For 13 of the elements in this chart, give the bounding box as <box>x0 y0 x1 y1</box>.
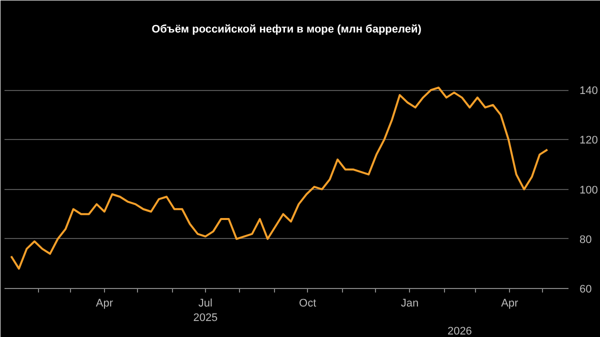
y-tick-label: 120 <box>580 134 598 147</box>
line-series <box>10 86 548 270</box>
x-tick-label: Oct <box>299 298 316 310</box>
x-tick-label: Jul 2025 <box>193 298 218 324</box>
y-tick-label: 140 <box>580 85 598 98</box>
chart-title: Объём российской нефти в море (млн баррелей) <box>152 24 422 36</box>
y-tick-label: 100 <box>580 184 598 196</box>
text: 2026 <box>447 326 472 337</box>
x-tick-label: Apr <box>96 298 114 310</box>
x-tick-label: Apr <box>501 298 519 310</box>
y-tick-label: 80 <box>580 234 592 246</box>
x-tick-label: Jan <box>400 298 419 310</box>
y-tick-label: 60 <box>580 284 592 296</box>
